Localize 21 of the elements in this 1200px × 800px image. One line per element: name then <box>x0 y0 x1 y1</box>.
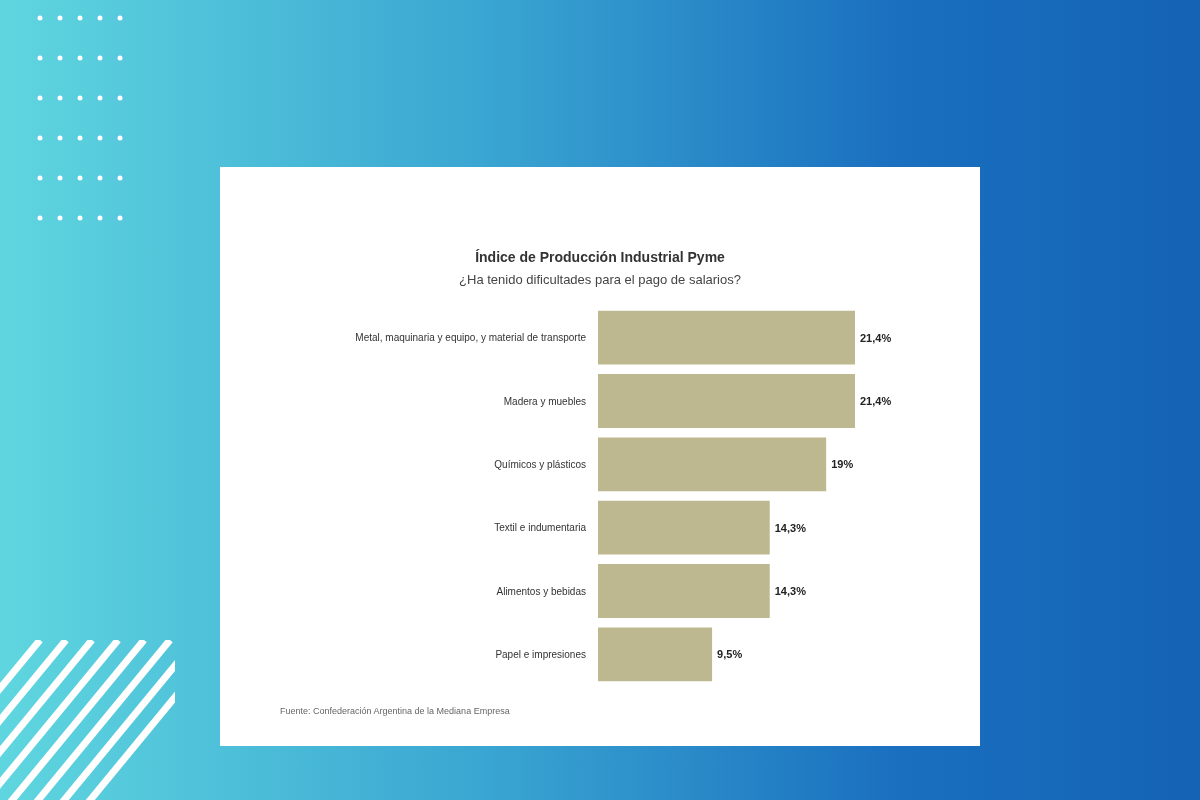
y-tick-label: Alimentos y bebidas <box>496 585 586 597</box>
chart-subtitle: ¿Ha tenido dificultades para el pago de salarios? <box>459 272 741 287</box>
bar <box>598 564 770 618</box>
y-tick-label: Metal, maquinaria y equipo, y material de transporte <box>355 332 587 344</box>
y-tick-label: Madera y muebles <box>503 395 586 407</box>
bar <box>598 500 770 555</box>
data-label: 9,5% <box>717 648 743 661</box>
chart-title: Índice de Producción Industrial Pyme <box>475 249 726 265</box>
bar <box>598 437 827 492</box>
y-tick-label: Textil e indumentaria <box>494 522 587 534</box>
data-label: 14,3% <box>774 521 807 534</box>
data-label: 19% <box>831 458 854 471</box>
bar <box>598 310 855 365</box>
bar <box>598 627 713 682</box>
y-tick-label: Papel e impresiones <box>495 648 586 660</box>
bar <box>598 374 855 428</box>
source-note: Fuente: Confederación Argentina de la Mediana Empresa <box>280 705 510 716</box>
data-label: 14,3% <box>774 585 807 597</box>
y-tick-label: Químicos y plásticos <box>494 458 586 470</box>
data-label: 21,4% <box>860 331 892 344</box>
data-label: 21,4% <box>860 395 892 407</box>
